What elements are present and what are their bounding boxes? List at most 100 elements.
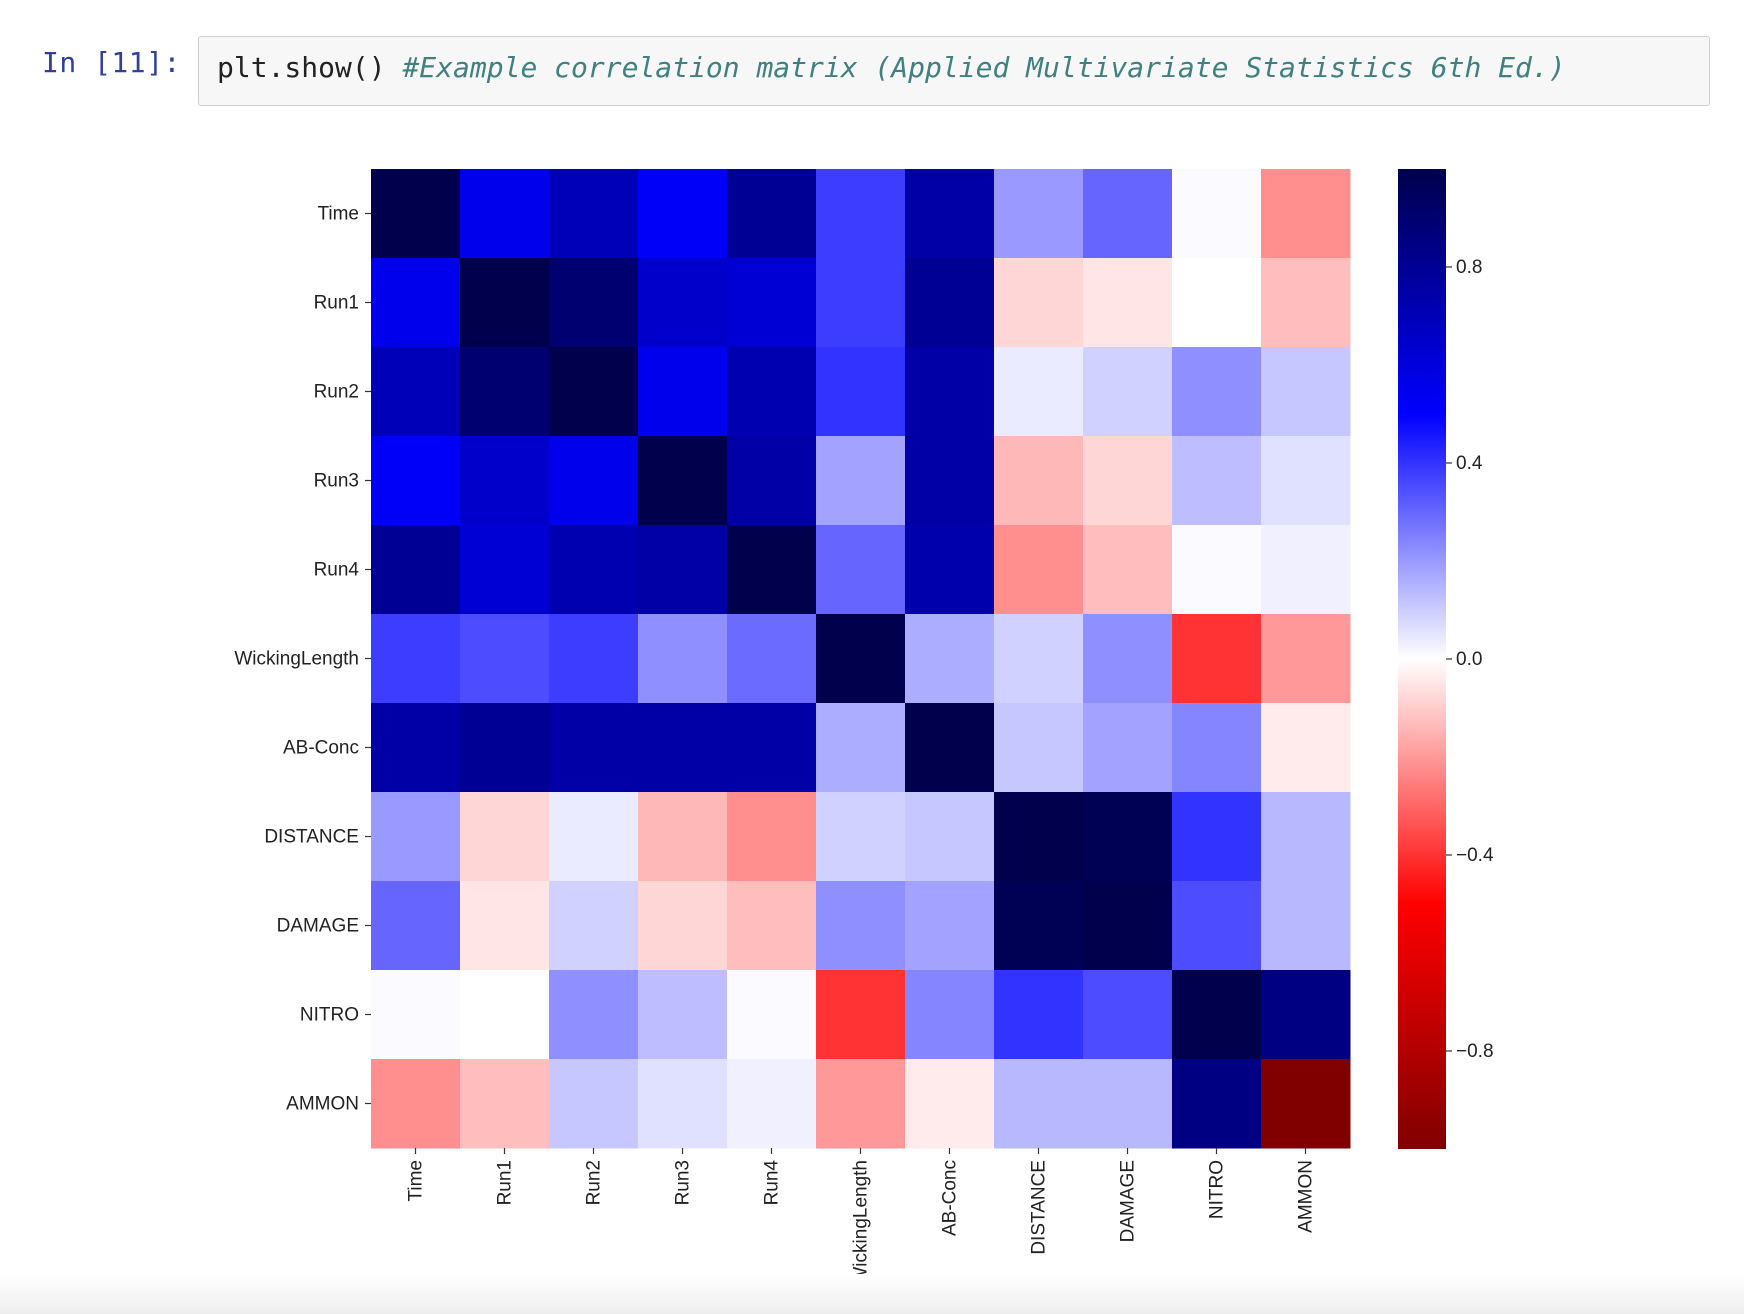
heatmap-cell-AB-Conc-DISTANCE: [994, 703, 1084, 793]
heatmap-cell-AB-Conc-DAMAGE: [1083, 703, 1173, 793]
y-tick-label: Run3: [314, 471, 359, 492]
code-comment: #Example correlation matrix (Applied Mul…: [402, 51, 1566, 84]
heatmap-cell-Run2-AB-Conc: [905, 347, 995, 437]
heatmap-cell-WickingLength-AMMON: [1261, 614, 1351, 704]
heatmap-cell-Run3-Time: [371, 436, 461, 526]
heatmap-cell-AB-Conc-AMMON: [1261, 703, 1351, 793]
heatmap-cell-AMMON-Run3: [638, 1059, 728, 1149]
heatmap-cell-Run1-Run2: [549, 258, 639, 348]
heatmap-cell-DISTANCE-DAMAGE: [1083, 792, 1173, 882]
heatmap-cell-Time-AB-Conc: [905, 169, 995, 259]
heatmap-cell-Run4-Run1: [460, 525, 550, 615]
heatmap-cell-NITRO-AB-Conc: [905, 970, 995, 1060]
heatmap-cell-NITRO-DAMAGE: [1083, 970, 1173, 1060]
heatmap-cell-Run4-AMMON: [1261, 525, 1351, 615]
heatmap-cell-NITRO-NITRO: [1172, 970, 1262, 1060]
heatmap-cell-Run1-DISTANCE: [994, 258, 1084, 348]
heatmap-cell-AB-Conc-WickingLength: [816, 703, 906, 793]
heatmap-cell-AMMON-Run1: [460, 1059, 550, 1149]
colorbar-tick-label: 0.8: [1456, 257, 1482, 278]
heatmap-cell-AB-Conc-Run2: [549, 703, 639, 793]
y-tick-label: DISTANCE: [264, 827, 359, 848]
heatmap-cell-AMMON-Run4: [727, 1059, 817, 1149]
x-tick-label: NITRO: [1207, 1160, 1228, 1219]
y-tick-label: WickingLength: [234, 649, 359, 670]
heatmap-cell-Run4-AB-Conc: [905, 525, 995, 615]
y-tick-label: Run1: [314, 293, 359, 314]
heatmap-cell-Run2-DAMAGE: [1083, 347, 1173, 437]
heatmap-cell-Run4-DAMAGE: [1083, 525, 1173, 615]
heatmap-cell-WickingLength-Run2: [549, 614, 639, 704]
heatmap-cell-DISTANCE-NITRO: [1172, 792, 1262, 882]
heatmap-cell-Run2-AMMON: [1261, 347, 1351, 437]
heatmap-cell-Time-DISTANCE: [994, 169, 1084, 259]
y-tick-label: DAMAGE: [277, 916, 359, 937]
heatmap-cell-Time-Run3: [638, 169, 728, 259]
heatmap-cell-DISTANCE-DISTANCE: [994, 792, 1084, 882]
heatmap-cell-Time-DAMAGE: [1083, 169, 1173, 259]
heatmap-cell-Time-WickingLength: [816, 169, 906, 259]
heatmap-cell-NITRO-DISTANCE: [994, 970, 1084, 1060]
heatmap-cell-Run3-DAMAGE: [1083, 436, 1173, 526]
x-tick-label: DISTANCE: [1029, 1160, 1050, 1255]
heatmap-cell-NITRO-Time: [371, 970, 461, 1060]
y-tick-label: Time: [317, 204, 359, 225]
heatmap-cell-Run3-Run4: [727, 436, 817, 526]
heatmap-cell-Run4-Run3: [638, 525, 728, 615]
heatmap-cell-NITRO-Run4: [727, 970, 817, 1060]
heatmap-cell-AMMON-AB-Conc: [905, 1059, 995, 1149]
heatmap-cell-Run4-Run4: [727, 525, 817, 615]
heatmap-cell-AB-Conc-AB-Conc: [905, 703, 995, 793]
heatmap-cell-AB-Conc-Time: [371, 703, 461, 793]
x-tick-label: Run4: [762, 1160, 783, 1206]
x-tick-label: AB-Conc: [940, 1160, 961, 1236]
heatmap-cell-DISTANCE-Time: [371, 792, 461, 882]
heatmap-cell-Run3-Run2: [549, 436, 639, 526]
code-input[interactable]: plt.show() #Example correlation matrix (…: [198, 36, 1710, 106]
x-tick-label: AMMON: [1296, 1160, 1317, 1233]
heatmap-cell-Time-NITRO: [1172, 169, 1262, 259]
y-tick-label: AB-Conc: [283, 738, 359, 759]
heatmap-cell-Run2-Run1: [460, 347, 550, 437]
heatmap-cell-NITRO-Run3: [638, 970, 728, 1060]
colorbar-tick-label: −0.8: [1456, 1041, 1494, 1062]
heatmap-cell-Run2-NITRO: [1172, 347, 1262, 437]
output-footer-shade: [0, 1274, 1744, 1314]
heatmap-cell-Run1-WickingLength: [816, 258, 906, 348]
heatmap-cell-Run1-AMMON: [1261, 258, 1351, 348]
heatmap-cell-Run3-DISTANCE: [994, 436, 1084, 526]
heatmap-cell-Run1-NITRO: [1172, 258, 1262, 348]
heatmap-cell-DISTANCE-AB-Conc: [905, 792, 995, 882]
heatmap-cell-WickingLength-AB-Conc: [905, 614, 995, 704]
heatmap-cell-Run2-Run4: [727, 347, 817, 437]
heatmap-cell-Run1-Time: [371, 258, 461, 348]
heatmap-cell-NITRO-Run2: [549, 970, 639, 1060]
heatmap-cell-AB-Conc-NITRO: [1172, 703, 1262, 793]
heatmap-cell-Run3-Run3: [638, 436, 728, 526]
heatmap-cell-AMMON-DISTANCE: [994, 1059, 1084, 1149]
heatmap-cell-Run4-WickingLength: [816, 525, 906, 615]
heatmap-cell-Run1-AB-Conc: [905, 258, 995, 348]
heatmap-cell-AMMON-Run2: [549, 1059, 639, 1149]
x-tick-label: Time: [406, 1160, 427, 1202]
heatmap-cell-WickingLength-DAMAGE: [1083, 614, 1173, 704]
heatmap-cell-Run2-Run2: [549, 347, 639, 437]
heatmap-cell-DAMAGE-AB-Conc: [905, 881, 995, 971]
y-tick-label: NITRO: [300, 1005, 359, 1026]
heatmap-cell-Run2-WickingLength: [816, 347, 906, 437]
heatmap-cell-Run1-Run3: [638, 258, 728, 348]
y-tick-label: Run2: [314, 382, 359, 403]
heatmap-cell-AMMON-WickingLength: [816, 1059, 906, 1149]
heatmap-cell-AMMON-DAMAGE: [1083, 1059, 1173, 1149]
cell-prompt: In [11]:: [42, 46, 181, 79]
heatmap-cell-DISTANCE-AMMON: [1261, 792, 1351, 882]
heatmap-cell-Time-AMMON: [1261, 169, 1351, 259]
heatmap-cell-AB-Conc-Run4: [727, 703, 817, 793]
heatmap-cell-AB-Conc-Run3: [638, 703, 728, 793]
heatmap-cell-DAMAGE-AMMON: [1261, 881, 1351, 971]
cell-output: Time Run1 Run2 Run3 Run4 WickingLength AB-Conc…: [0, 130, 1744, 1314]
heatmap-cell-Run4-Run2: [549, 525, 639, 615]
heatmap-cell-DAMAGE-Run2: [549, 881, 639, 971]
heatmap-cell-Run3-NITRO: [1172, 436, 1262, 526]
heatmap-cell-AMMON-Time: [371, 1059, 461, 1149]
